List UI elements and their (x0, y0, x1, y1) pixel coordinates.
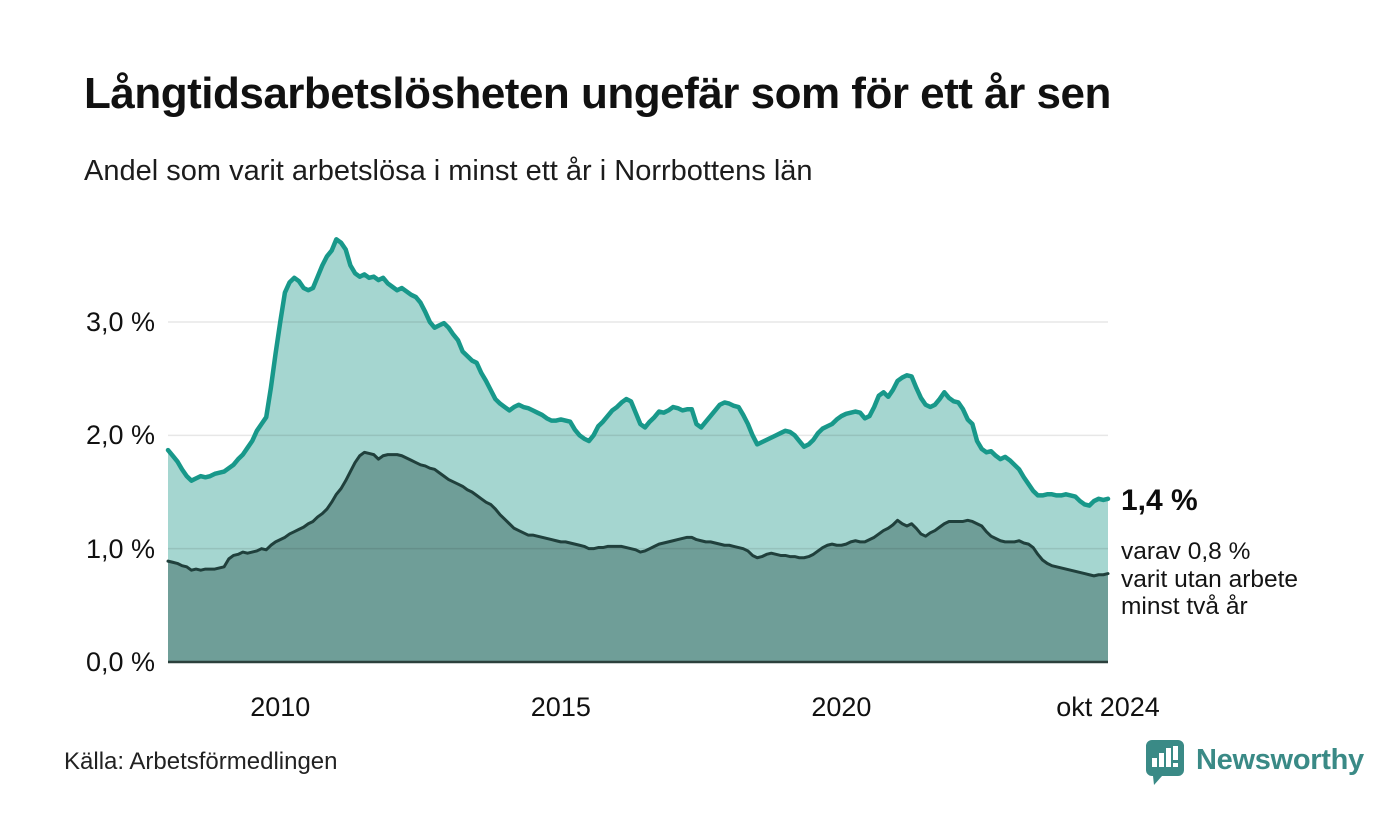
source-caption: Källa: Arbetsförmedlingen (64, 748, 338, 775)
annotation-line: varav 0,8 % (1121, 538, 1251, 565)
x-tick-label: okt 2024 (1056, 692, 1160, 722)
x-tick-label: 2015 (530, 692, 591, 722)
newsworthy-bubble-chart-icon (1146, 740, 1184, 785)
logo-text: Newsworthy (1196, 744, 1364, 776)
newsworthy-logo: Newsworthy (1144, 738, 1364, 786)
y-tick-label: 2,0 % (85, 420, 155, 451)
annotation-line: varit utan arbete (1121, 565, 1299, 593)
x-tick-label: 2010 (250, 692, 311, 722)
end-sub-annotation: varav 0,8 % varit utan arbete minst två … (1121, 538, 1298, 621)
y-tick-label: 1,0 % (85, 533, 155, 564)
area-fill-series-1 (168, 452, 1108, 662)
y-tick-label: 3,0 % (85, 307, 155, 337)
x-tick-label: 2020 (811, 692, 872, 722)
y-tick-label: 0,0 % (85, 647, 155, 677)
end-value-label: 1,4 % (1121, 484, 1198, 517)
page-title: Långtidsarbetslösheten ungefär som för e… (84, 69, 1111, 118)
page-subtitle: Andel som varit arbetslösa i minst ett å… (84, 155, 813, 187)
annotation-line: minst två år (1121, 593, 1248, 620)
line-series-1 (166, 450, 1110, 578)
line-series-0 (165, 237, 1111, 508)
